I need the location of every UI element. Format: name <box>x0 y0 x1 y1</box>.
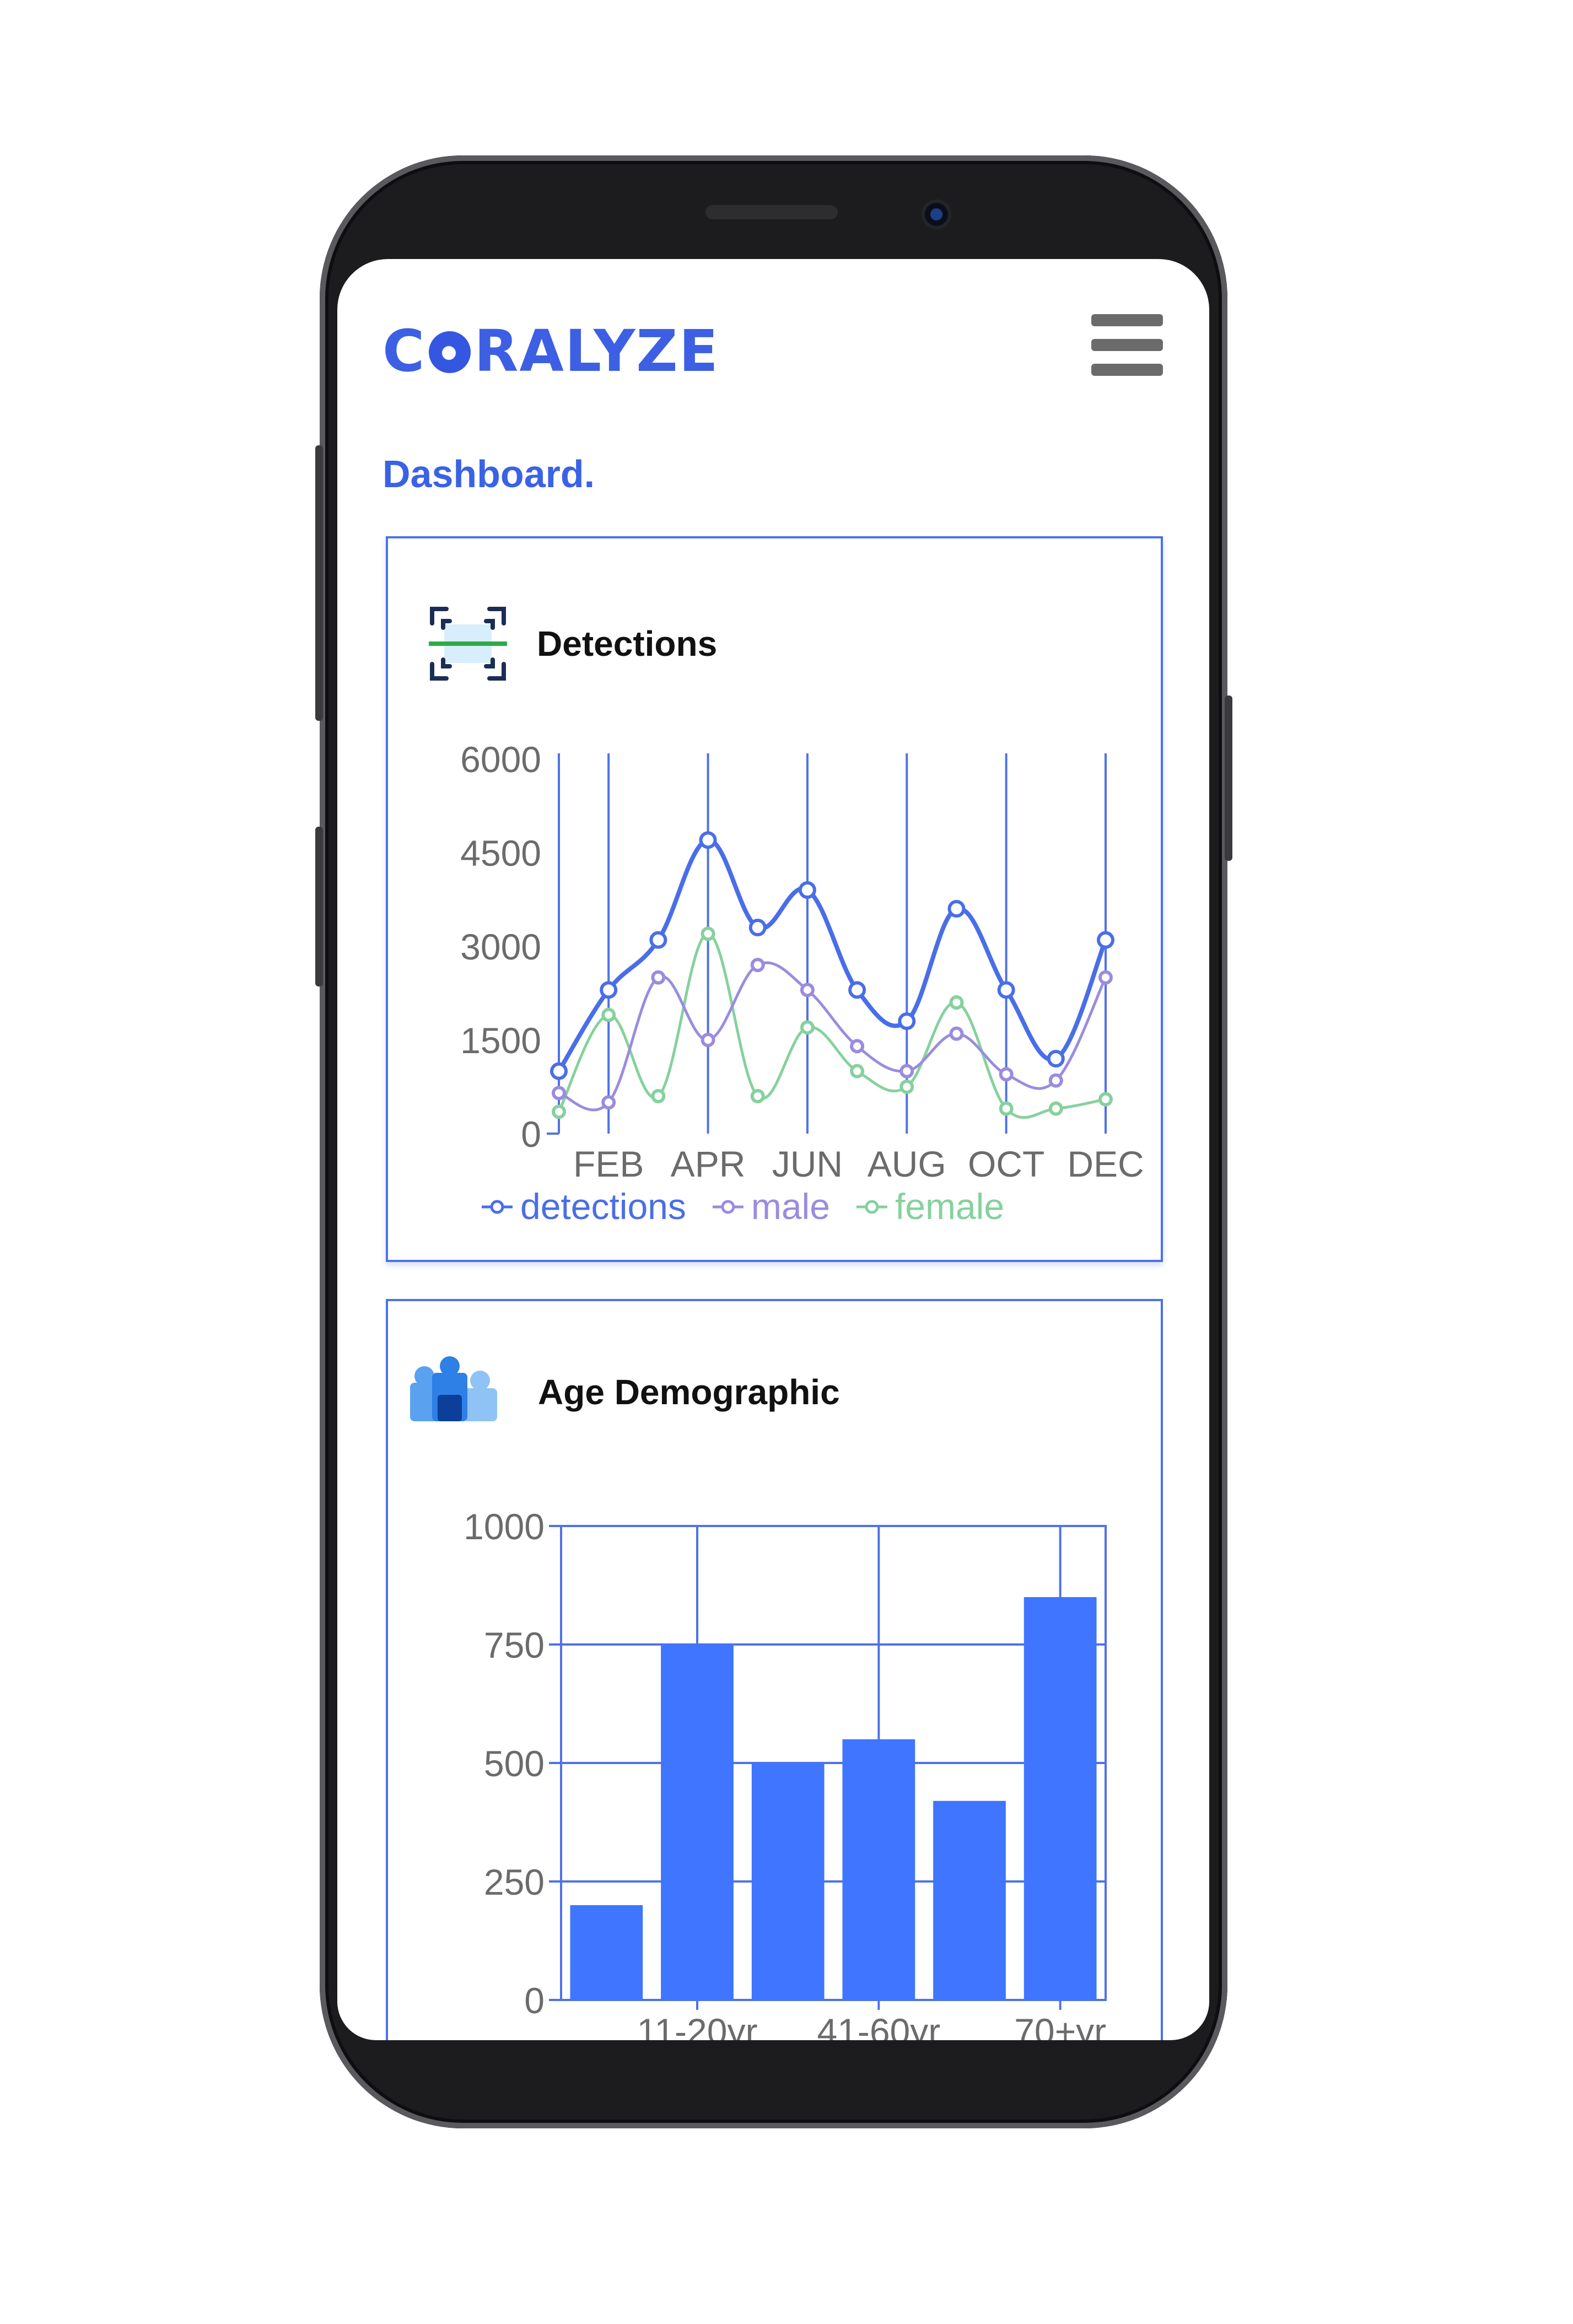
y-tick-label: 4500 <box>460 833 541 873</box>
hamburger-menu-button[interactable] <box>1091 314 1163 376</box>
data-point-detections <box>898 1012 916 1030</box>
legend-label: detections <box>520 1186 686 1227</box>
data-point-detections <box>550 1062 568 1080</box>
data-point-male <box>552 1086 566 1101</box>
data-point-detections <box>699 831 717 849</box>
legend-item-female: female <box>856 1186 1004 1227</box>
detections-title: Detections <box>537 624 718 664</box>
page-title: Dashboard. <box>383 452 595 495</box>
data-point-detections <box>1047 1050 1065 1067</box>
age-bar-chart: 0 250 500 750 1000 11-20yr 41-60yr 70+yr <box>464 1506 1107 2040</box>
data-point-male <box>651 970 666 985</box>
y-tick-label: 1000 <box>464 1506 545 1547</box>
x-tick-label: JUN <box>772 1144 843 1184</box>
phone-power-button <box>1225 695 1232 861</box>
data-point-detections <box>848 981 866 999</box>
y-tick-label: 0 <box>521 1114 541 1155</box>
data-point-female <box>651 1089 666 1103</box>
data-point-female <box>701 926 715 941</box>
legend-label: male <box>751 1186 830 1227</box>
data-point-detections <box>600 981 618 999</box>
legend-item-detections: detections <box>482 1186 686 1227</box>
data-point-detections <box>947 900 966 918</box>
data-point-female <box>750 1089 765 1103</box>
x-tick-label: 11-20yr <box>637 2011 758 2040</box>
face-scan-icon <box>429 607 507 681</box>
bar-70+yr <box>1023 1597 1097 2000</box>
y-tick-label: 0 <box>524 1980 545 2021</box>
age-demographic-title: Age Demographic <box>538 1372 840 1412</box>
data-point-male <box>949 1026 964 1041</box>
bar-61-70yr <box>933 1800 1006 2000</box>
people-group-icon <box>410 1356 497 1421</box>
card-header: Detections <box>427 602 717 685</box>
phone-volume-button <box>315 827 323 986</box>
legend-item-male: male <box>712 1186 830 1227</box>
x-tick-label: DEC <box>1067 1144 1144 1184</box>
data-point-female <box>899 1080 914 1094</box>
x-tick-label: 41-60yr <box>817 2011 940 2040</box>
detections-line-chart: 0 1500 3000 4500 6000 FEB APR JUN AUG OCT DEC detec… <box>460 739 1144 1227</box>
series-line-detections <box>557 838 1108 1072</box>
bar-21-40yr <box>751 1763 825 2000</box>
series-line-female <box>557 932 1106 1119</box>
phone-speaker <box>705 205 838 219</box>
data-point-male <box>750 958 765 972</box>
data-point-female <box>1098 1092 1113 1107</box>
y-tick-label: 250 <box>484 1862 545 1902</box>
bar-11-20yr <box>661 1644 734 2000</box>
phone-side-button <box>315 445 323 721</box>
card-header: Age Demographic <box>410 1356 840 1428</box>
detections-card: Detections 0 1500 3000 4500 6000 FEB APR JUN AUG… <box>386 536 1163 1262</box>
brand-logo-end: RALYZE <box>474 317 719 385</box>
app-screen: C RALYZE Dashboard. Detections 0 1500 3000… <box>337 259 1209 2040</box>
series-line-male <box>558 961 1107 1112</box>
x-tick-label: OCT <box>968 1144 1044 1184</box>
x-tick-label: APR <box>671 1144 746 1184</box>
data-point-male <box>800 983 815 997</box>
x-tick-label: FEB <box>573 1144 644 1184</box>
data-point-male <box>999 1067 1014 1082</box>
menu-bar-icon <box>1091 364 1163 376</box>
data-point-female <box>850 1064 865 1079</box>
y-tick-label: 3000 <box>460 926 541 967</box>
data-point-male <box>601 1095 616 1110</box>
data-point-male <box>850 1039 865 1054</box>
data-point-detections <box>748 919 767 936</box>
bar-0-10yr <box>570 1905 643 2000</box>
data-point-female <box>552 1104 566 1119</box>
data-point-female <box>800 1020 815 1035</box>
data-point-male <box>1098 970 1113 985</box>
data-point-detections <box>649 931 667 949</box>
x-tick-label: AUG <box>868 1144 946 1184</box>
bar-41-60yr <box>842 1739 915 2000</box>
legend-swatch-marker <box>865 1200 879 1214</box>
data-point-female <box>949 995 964 1010</box>
menu-bar-icon <box>1091 339 1163 351</box>
legend-label: female <box>895 1186 1004 1227</box>
y-tick-label: 500 <box>484 1743 545 1784</box>
data-point-detections <box>1097 931 1114 949</box>
data-point-female <box>601 1007 616 1022</box>
brand-logo-start: C <box>383 317 426 385</box>
data-point-male <box>899 1064 914 1079</box>
data-point-female <box>999 1101 1014 1116</box>
brand-logo[interactable]: C RALYZE <box>383 317 719 385</box>
coral-lens-icon <box>429 331 471 373</box>
y-tick-label: 1500 <box>460 1020 541 1061</box>
phone-camera <box>922 199 951 229</box>
y-tick-label: 750 <box>484 1625 545 1665</box>
x-tick-label: 70+yr <box>1014 2011 1106 2040</box>
data-point-female <box>1048 1101 1063 1116</box>
data-point-male <box>1048 1073 1063 1088</box>
data-point-detections <box>997 981 1015 999</box>
legend-swatch-marker <box>490 1200 504 1214</box>
age-demographic-card: Age Demographic 0 250 500 750 1000 11-20yr 41-… <box>386 1299 1163 2040</box>
menu-bar-icon <box>1091 314 1163 326</box>
legend-swatch-marker <box>721 1200 735 1214</box>
data-point-male <box>701 1033 715 1047</box>
y-tick-label: 6000 <box>460 739 541 780</box>
data-point-detections <box>798 881 816 899</box>
